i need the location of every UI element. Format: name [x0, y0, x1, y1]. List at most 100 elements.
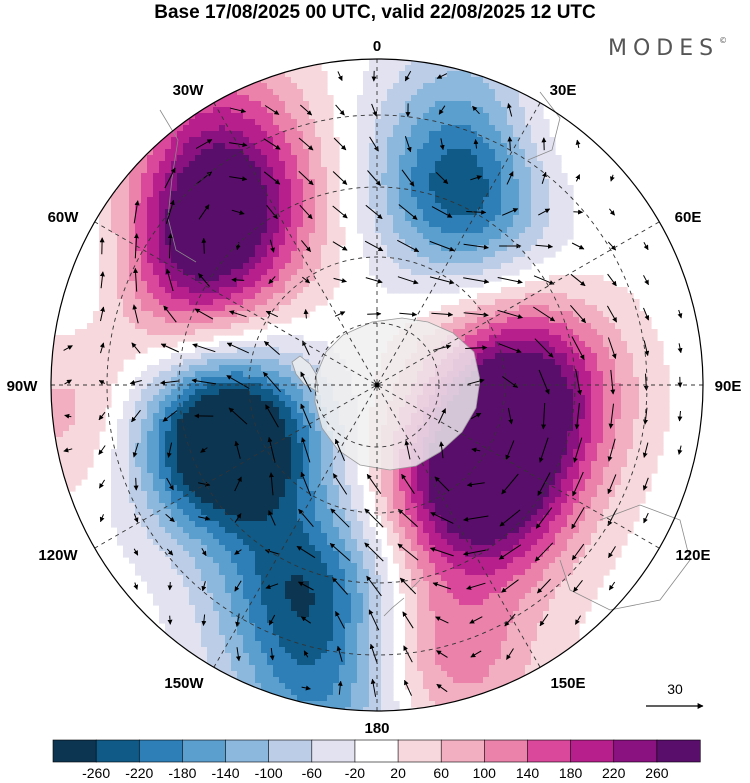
anomaly-cell	[195, 137, 202, 144]
anomaly-cell	[63, 395, 70, 402]
anomaly-cell	[273, 137, 280, 144]
anomaly-cell	[567, 293, 574, 300]
anomaly-cell	[321, 431, 328, 438]
anomaly-cell	[171, 221, 178, 228]
anomaly-cell	[213, 203, 220, 210]
anomaly-cell	[195, 227, 202, 234]
anomaly-cell	[213, 299, 220, 306]
anomaly-cell	[369, 137, 376, 144]
anomaly-cell	[453, 209, 460, 216]
anomaly-cell	[357, 215, 364, 222]
anomaly-cell	[195, 425, 202, 432]
anomaly-cell	[117, 437, 124, 444]
anomaly-cell	[105, 221, 112, 228]
anomaly-cell	[483, 209, 490, 216]
anomaly-cell	[291, 89, 298, 96]
anomaly-cell	[165, 245, 172, 252]
anomaly-cell	[501, 383, 508, 390]
anomaly-cell	[255, 167, 262, 174]
anomaly-cell	[309, 455, 316, 462]
anomaly-cell	[219, 173, 226, 180]
anomaly-cell	[303, 89, 310, 96]
anomaly-cell	[69, 377, 76, 384]
anomaly-cell	[123, 299, 130, 306]
anomaly-cell	[213, 179, 220, 186]
anomaly-cell	[57, 377, 64, 384]
anomaly-cell	[255, 371, 262, 378]
anomaly-cell	[147, 413, 154, 420]
anomaly-cell	[285, 173, 292, 180]
anomaly-cell	[567, 287, 574, 294]
anomaly-cell	[189, 167, 196, 174]
anomaly-cell	[543, 425, 550, 432]
anomaly-cell	[129, 227, 136, 234]
anomaly-cell	[615, 431, 622, 438]
anomaly-cell	[261, 95, 268, 102]
anomaly-cell	[129, 263, 136, 270]
anomaly-cell	[207, 215, 214, 222]
anomaly-cell	[177, 179, 184, 186]
anomaly-cell	[387, 143, 394, 150]
anomaly-cell	[219, 101, 226, 108]
anomaly-cell	[561, 293, 568, 300]
anomaly-cell	[219, 203, 226, 210]
anomaly-cell	[519, 155, 526, 162]
anomaly-cell	[135, 251, 142, 258]
anomaly-cell	[135, 275, 142, 282]
anomaly-cell	[255, 203, 262, 210]
anomaly-cell	[471, 323, 478, 330]
anomaly-cell	[639, 377, 646, 384]
anomaly-cell	[297, 419, 304, 426]
anomaly-cell	[489, 407, 496, 414]
anomaly-cell	[153, 383, 160, 390]
anomaly-cell	[615, 437, 622, 444]
anomaly-cell	[279, 449, 286, 456]
anomaly-cell	[363, 83, 370, 90]
anomaly-cell	[465, 119, 472, 126]
anomaly-cell	[453, 245, 460, 252]
anomaly-cell	[567, 275, 574, 282]
anomaly-cell	[579, 293, 586, 300]
anomaly-cell	[249, 437, 256, 444]
anomaly-cell	[153, 293, 160, 300]
anomaly-cell	[453, 101, 460, 108]
anomaly-cell	[123, 329, 130, 336]
anomaly-cell	[177, 185, 184, 192]
anomaly-cell	[309, 131, 316, 138]
anomaly-cell	[141, 413, 148, 420]
anomaly-cell	[537, 443, 544, 450]
anomaly-cell	[219, 269, 226, 276]
anomaly-cell	[471, 437, 478, 444]
anomaly-cell	[495, 401, 502, 408]
anomaly-cell	[249, 185, 256, 192]
anomaly-cell	[249, 305, 256, 312]
anomaly-cell	[255, 287, 262, 294]
anomaly-cell	[393, 203, 400, 210]
anomaly-cell	[429, 251, 436, 258]
anomaly-cell	[291, 383, 298, 390]
anomaly-cell	[219, 425, 226, 432]
anomaly-cell	[327, 239, 334, 246]
anomaly-cell	[561, 299, 568, 306]
anomaly-cell	[531, 293, 538, 300]
anomaly-cell	[549, 167, 556, 174]
anomaly-cell	[249, 173, 256, 180]
anomaly-cell	[279, 359, 286, 366]
anomaly-cell	[507, 401, 514, 408]
anomaly-cell	[243, 161, 250, 168]
anomaly-cell	[159, 197, 166, 204]
anomaly-cell	[159, 329, 166, 336]
anomaly-cell	[555, 377, 562, 384]
anomaly-cell	[105, 245, 112, 252]
anomaly-cell	[441, 251, 448, 258]
anomaly-cell	[171, 311, 178, 318]
anomaly-cell	[297, 461, 304, 468]
anomaly-cell	[417, 269, 424, 276]
anomaly-cell	[135, 455, 142, 462]
anomaly-cell	[309, 185, 316, 192]
anomaly-cell	[477, 323, 484, 330]
anomaly-cell	[615, 347, 622, 354]
anomaly-cell	[525, 389, 532, 396]
anomaly-cell	[177, 203, 184, 210]
anomaly-cell	[141, 155, 148, 162]
